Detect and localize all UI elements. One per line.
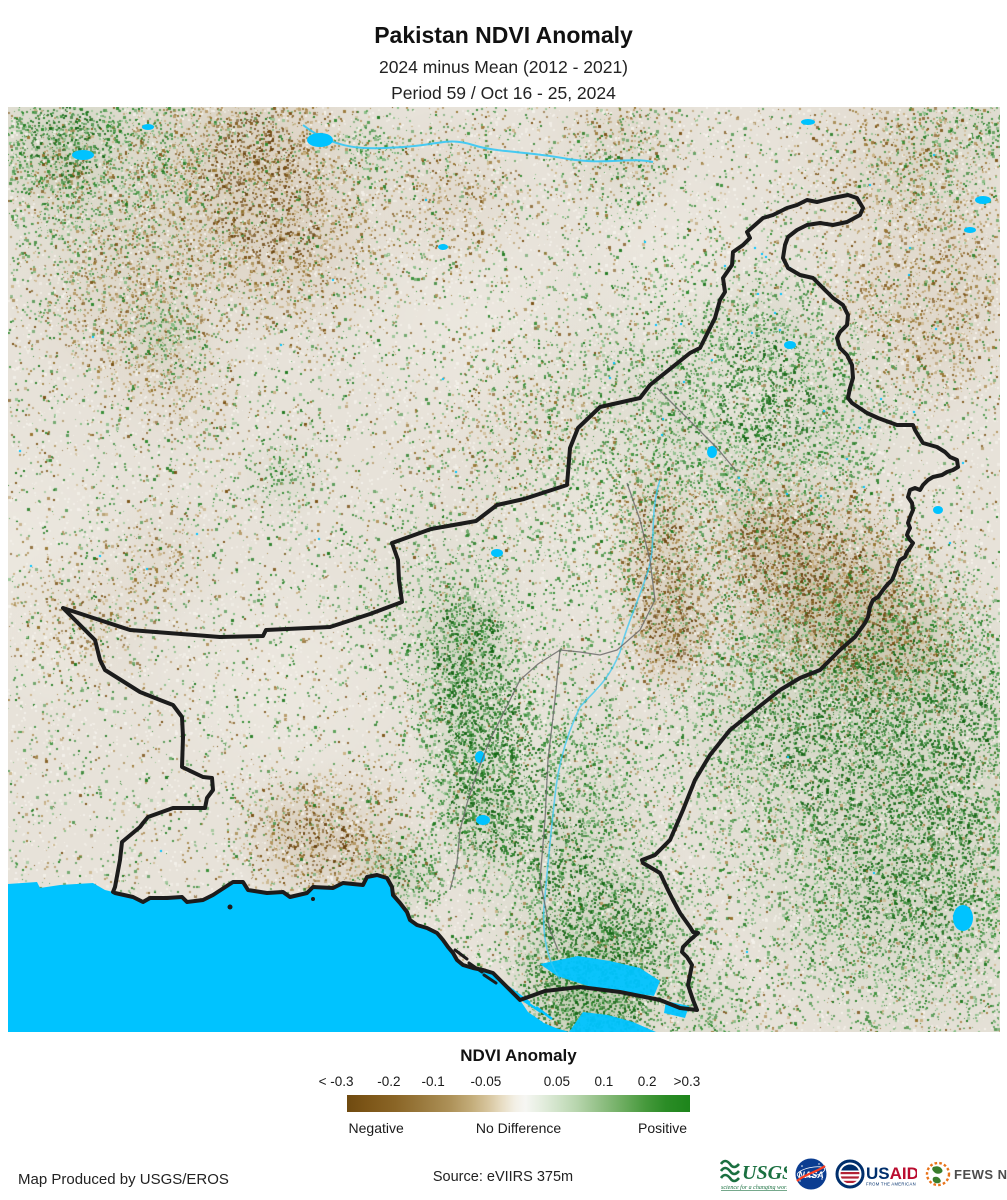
legend-label-negative: Negative (348, 1120, 404, 1136)
map-header: Pakistan NDVI Anomaly 2024 minus Mean (2… (0, 0, 1007, 104)
legend-label-no-difference: No Difference (475, 1120, 562, 1136)
credit-text: Map Produced by USGS/EROS (18, 1171, 229, 1188)
island-dot (311, 897, 315, 901)
legend-color-bar (347, 1095, 690, 1112)
legend-tick-labels: < -0.3 -0.2 -0.1 -0.05 0.05 0.1 0.2 >0.3 (319, 1072, 701, 1092)
usaid-logo: USAID FROM THE AMERICAN PEOPLE (835, 1157, 917, 1191)
legend-category-labels: Negative No Difference Positive (347, 1120, 690, 1140)
subtitle-comparison: 2024 minus Mean (2012 - 2021) (378, 57, 629, 77)
ndvi-anomaly-map (8, 107, 1000, 1032)
usgs-logo: USGS science for a changing world (719, 1155, 787, 1193)
nasa-logo: NASA (794, 1157, 828, 1191)
usaid-tagline: FROM THE AMERICAN PEOPLE (866, 1182, 917, 1187)
legend-tick: -0.05 (470, 1074, 502, 1089)
legend-tick: 0.2 (637, 1074, 657, 1089)
map-legend: NDVI Anomaly < -0.3 -0.2 -0.1 -0.05 0.05 0.1 0… (319, 1046, 701, 1140)
usgs-tagline: science for a changing world (721, 1184, 787, 1191)
island-dot (227, 904, 233, 910)
arabian-sea (8, 875, 569, 1032)
logo-row: USGS science for a changing world NASA U… (719, 1155, 1007, 1193)
legend-tick: 0.05 (543, 1074, 571, 1089)
usgs-wordmark: USGS (742, 1162, 787, 1184)
nasa-meatball-icon: NASA (795, 1158, 827, 1190)
svg-text:NASA: NASA (798, 1170, 824, 1180)
pakistan-boundary (61, 193, 960, 1012)
delta-flood-bottom (569, 1012, 656, 1032)
river-north (302, 124, 654, 163)
legend-label-positive: Positive (638, 1120, 688, 1136)
fewsnet-wordmark: FEWS NET (954, 1167, 1007, 1182)
ndvi-raster-layer (8, 107, 1000, 1032)
legend-tick: -0.2 (377, 1074, 401, 1089)
map-vector-overlay (8, 119, 991, 1032)
legend-tick: >0.3 (673, 1074, 701, 1089)
usgs-waves-icon: USGS science for a changing world (719, 1159, 787, 1191)
rann-flood-patch (540, 956, 660, 996)
legend-tick: -0.1 (421, 1074, 445, 1089)
legend-tick: < -0.3 (318, 1074, 354, 1089)
rivers (302, 124, 661, 980)
lakes (72, 119, 991, 931)
river-indus (542, 479, 661, 980)
usaid-wordmark: USAID (866, 1164, 917, 1183)
subtitle-period-dates: Period 59 / Oct 16 - 25, 2024 (391, 83, 616, 103)
fewsnet-globe-icon: FEWS NET (925, 1161, 1007, 1187)
legend-tick: 0.1 (594, 1074, 614, 1089)
legend-title: NDVI Anomaly (460, 1046, 577, 1065)
usaid-seal-and-wordmark: USAID FROM THE AMERICAN PEOPLE (835, 1159, 917, 1189)
province-boundaries (449, 387, 738, 951)
fewsnet-logo: FEWS NET (924, 1158, 1007, 1190)
source-text: Source: eVIIRS 375m (432, 1169, 574, 1185)
page-title: Pakistan NDVI Anomaly (374, 22, 633, 48)
